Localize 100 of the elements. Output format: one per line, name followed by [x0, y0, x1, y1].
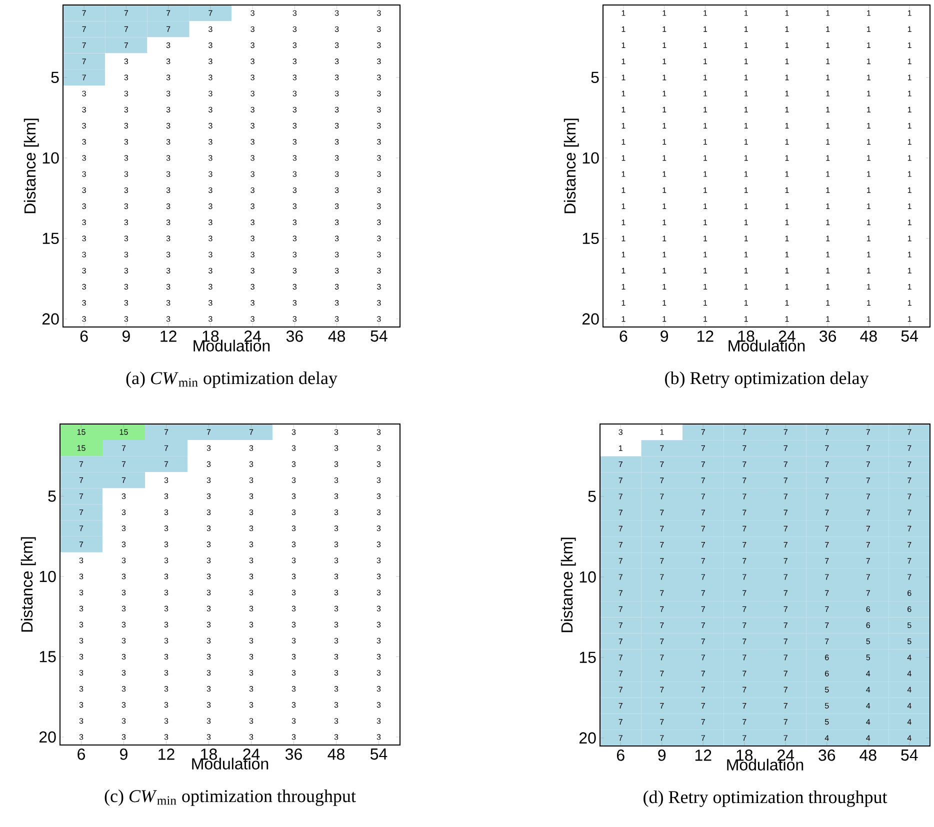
data-label: 3 [292, 542, 296, 548]
data-label: 1 [826, 74, 830, 80]
data-label: 7 [866, 590, 870, 596]
data-label: 3 [377, 139, 381, 145]
data-label: 1 [744, 90, 748, 96]
x-tick-label: 12 [158, 748, 174, 760]
data-label: 1 [704, 26, 708, 32]
data-label: 1 [662, 10, 666, 16]
data-label: 3 [164, 558, 168, 564]
data-label: 7 [618, 494, 622, 500]
data-label: 1 [785, 220, 789, 226]
x-tick-label: 54 [370, 330, 388, 342]
data-label: 7 [82, 74, 86, 80]
data-label: 7 [660, 494, 664, 500]
data-label: 7 [701, 542, 705, 548]
data-label: 4 [866, 735, 870, 741]
data-label: 3 [292, 74, 297, 80]
data-label: 1 [622, 42, 626, 48]
data-label: 3 [292, 203, 297, 210]
data-label: 3 [82, 220, 86, 226]
y-axis-title: Distance [km] [560, 538, 576, 632]
data-label: 1 [867, 187, 871, 193]
data-label: 1 [662, 139, 666, 145]
data-label: 3 [334, 139, 339, 145]
data-label: 7 [784, 510, 788, 516]
data-label: 3 [376, 606, 381, 612]
data-label: 3 [292, 268, 297, 274]
x-tick-label: 6 [620, 330, 628, 342]
data-label: 3 [124, 220, 128, 226]
x-tick-label: 36 [286, 330, 303, 342]
data-label: 7 [701, 606, 705, 612]
data-label: 7 [701, 654, 705, 660]
data-label: 7 [784, 703, 788, 709]
data-label: 3 [166, 187, 170, 193]
data-label: 3 [292, 702, 296, 708]
data-label: 7 [825, 574, 829, 580]
data-label: 3 [79, 702, 84, 708]
data-label: 7 [701, 735, 705, 741]
data-label: 7 [908, 462, 912, 468]
y-tick-label: 5 [588, 490, 596, 502]
x-tick-label: 54 [901, 750, 918, 761]
data-label: 3 [79, 734, 84, 740]
data-label: 1 [908, 58, 912, 64]
data-label: 1 [826, 268, 830, 274]
data-label: 3 [82, 252, 86, 258]
data-label: 7 [701, 703, 705, 709]
data-label: 3 [376, 702, 381, 708]
data-label: 3 [250, 42, 254, 48]
data-label: 3 [206, 477, 211, 484]
data-label: 6 [866, 606, 870, 612]
data-label: 1 [704, 74, 708, 80]
data-label: 1 [622, 252, 626, 258]
data-label: 3 [124, 171, 128, 177]
data-label: 3 [208, 26, 212, 32]
data-label: 3 [249, 622, 254, 628]
data-label: 1 [744, 26, 748, 32]
x-tick-label: 18 [736, 750, 753, 761]
data-label: 3 [82, 236, 86, 242]
data-label: 3 [206, 574, 211, 580]
data-label: 1 [704, 58, 708, 64]
data-label: 5 [824, 686, 829, 692]
data-label: 1 [744, 300, 748, 306]
data-label: 3 [377, 220, 381, 226]
data-label: 3 [249, 590, 254, 596]
data-label: 3 [250, 26, 254, 32]
data-label: 1 [826, 300, 830, 306]
data-label: 7 [742, 606, 746, 612]
data-label: 1 [826, 171, 830, 177]
data-label: 1 [908, 26, 912, 32]
data-label: 3 [166, 155, 170, 161]
data-label: 3 [250, 300, 254, 306]
data-label: 4 [907, 735, 912, 741]
data-label: 3 [82, 122, 86, 129]
data-label: 3 [124, 187, 128, 193]
data-label: 1 [744, 74, 748, 80]
data-label: 3 [377, 58, 381, 64]
data-label: 1 [622, 316, 626, 322]
data-label: 7 [660, 654, 664, 660]
data-label: 3 [292, 187, 297, 193]
data-label: 3 [206, 493, 211, 500]
data-label: 3 [164, 542, 168, 548]
data-label: 7 [784, 719, 788, 725]
data-label: 3 [122, 734, 126, 740]
data-label: 7 [122, 477, 126, 483]
x-axis-title: Modulation [727, 758, 804, 770]
data-label: 4 [907, 686, 912, 692]
data-label: 1 [622, 58, 626, 64]
data-label: 1 [785, 171, 789, 177]
data-label: 3 [376, 734, 381, 740]
data-label: 3 [292, 606, 296, 612]
data-label: 15 [77, 429, 86, 435]
data-label: 3 [166, 316, 170, 322]
data-label: 3 [208, 122, 212, 129]
data-label: 1 [908, 106, 912, 112]
data-label: 7 [742, 526, 746, 532]
data-label: 1 [826, 58, 830, 64]
x-axis-title: Modulation [728, 340, 805, 352]
data-label: 1 [704, 187, 708, 193]
y-tick-label: 5 [591, 72, 599, 84]
data-label: 7 [701, 462, 705, 468]
